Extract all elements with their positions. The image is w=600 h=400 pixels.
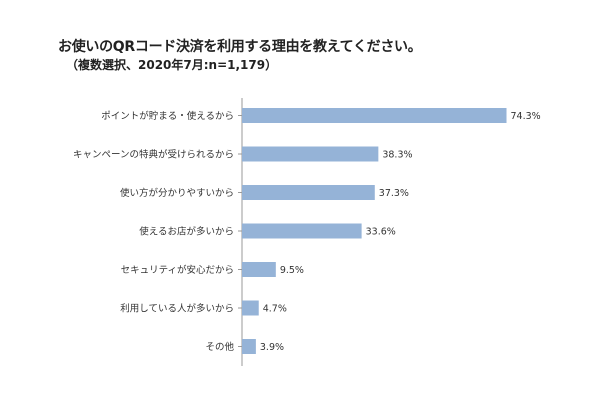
category-label: ポイントが貯まる・使えるから xyxy=(101,110,234,122)
bar xyxy=(242,108,507,123)
bars-group: ポイントが貯まる・使えるから 74.3% キャンペーンの特典が受けられるから 38.3… xyxy=(73,98,541,366)
category-label: 使い方が分かりやすいから xyxy=(120,187,234,199)
category-label: 使えるお店が多いから xyxy=(139,226,234,238)
value-label: 38.3% xyxy=(382,150,412,161)
category-label: 利用している人が多いから xyxy=(120,303,234,315)
bar xyxy=(242,223,362,239)
value-label: 4.7% xyxy=(263,304,287,315)
bar xyxy=(242,262,276,277)
bar xyxy=(242,146,379,162)
bar xyxy=(242,339,256,354)
category-label: キャンペーンの特典が受けられるから xyxy=(73,149,234,161)
category-label: セキュリティが安心だから xyxy=(121,264,234,276)
bar xyxy=(242,300,259,316)
value-label: 9.5% xyxy=(280,265,304,276)
value-label: 74.3% xyxy=(511,111,541,122)
chart-title: お使いのQRコード決済を利用する理由を教えてください。 xyxy=(58,39,422,55)
value-label: 37.3% xyxy=(379,188,409,199)
category-label: その他 xyxy=(205,341,234,353)
chart-subtitle: （複数選択、2020年7月:n=1,179） xyxy=(66,58,278,72)
bar xyxy=(242,185,375,200)
value-label: 33.6% xyxy=(366,227,396,238)
value-label: 3.9% xyxy=(260,342,284,353)
